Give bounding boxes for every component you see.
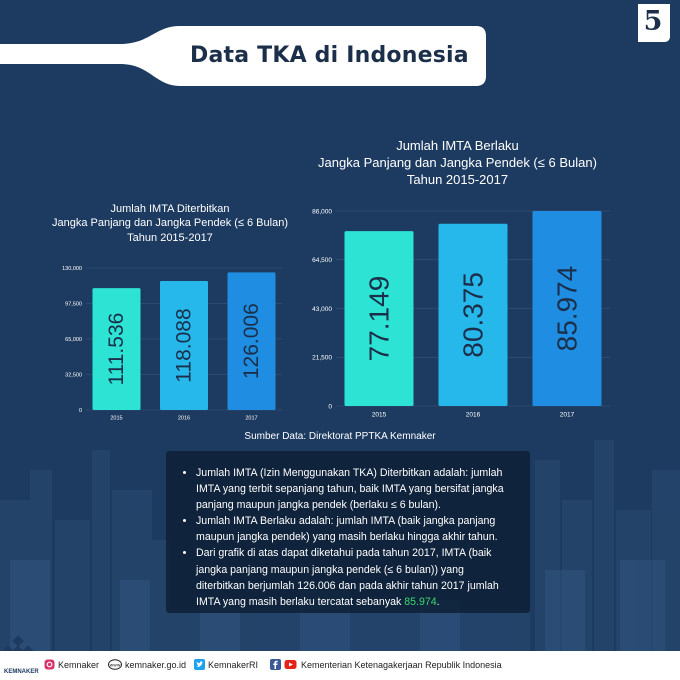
note-text-3: Dari grafik di atas dapat diketahui pada… bbox=[196, 547, 499, 608]
page-number: 5 bbox=[643, 6, 663, 37]
note-item-2: Jumlah IMTA Berlaku adalah: jumlah IMTA … bbox=[196, 513, 512, 545]
svg-text:www: www bbox=[109, 663, 120, 668]
footer-ministry-label: Kementerian Ketenagakerjaan Republik Ind… bbox=[301, 659, 502, 670]
left-chart-ytick-label-1: 32,500 bbox=[65, 372, 82, 378]
right-chart-category-label-2017: 2017 bbox=[560, 412, 575, 419]
notes-list: Jumlah IMTA (Izin Menggunakan TKA) Diter… bbox=[166, 451, 530, 610]
footer-bar: Kemnaker www kemnaker.go.id KemnakerRI K… bbox=[0, 651, 680, 680]
right-chart-category-label-2015: 2015 bbox=[372, 412, 387, 419]
footer-website[interactable]: www kemnaker.go.id bbox=[108, 659, 186, 670]
page-number-badge bbox=[638, 4, 670, 42]
twitter-icon bbox=[194, 659, 205, 670]
note-text-3-end: . bbox=[436, 595, 440, 608]
right-chart-ytick-label-3: 64,500 bbox=[312, 257, 332, 264]
left-chart-value-label-2017: 126.006 bbox=[240, 303, 263, 379]
left-chart-ytick-label-2: 65,000 bbox=[65, 337, 82, 343]
footer-website-label: kemnaker.go.id bbox=[125, 659, 187, 670]
note-text-2: Jumlah IMTA Berlaku adalah: jumlah IMTA … bbox=[196, 515, 498, 544]
left-chart-category-label-2015: 2015 bbox=[110, 416, 122, 422]
left-chart-ytick-label-4: 130,000 bbox=[62, 266, 82, 272]
instagram-icon bbox=[44, 659, 55, 670]
right-chart-ytick-label-0: 0 bbox=[328, 403, 332, 410]
right-chart-value-label-2017: 85.974 bbox=[552, 266, 583, 352]
right-chart-bar-2015 bbox=[344, 231, 414, 406]
left-chart-category-label-2017: 2017 bbox=[245, 416, 257, 422]
left-chart-bar-2015 bbox=[92, 288, 141, 410]
footer-logo-label: KEMNAKER bbox=[4, 669, 39, 675]
chart-left-title: Jumlah IMTA Diterbitkan Jangka Panjang d… bbox=[40, 202, 300, 245]
note-item-3: Dari grafik di atas dapat diketahui pada… bbox=[196, 545, 512, 609]
left-chart-ytick-label-0: 0 bbox=[79, 408, 82, 414]
left-chart-bar-2016 bbox=[160, 281, 208, 410]
title-banner bbox=[0, 26, 486, 86]
footer-instagram[interactable]: Kemnaker bbox=[44, 659, 99, 670]
youtube-icon bbox=[284, 660, 297, 669]
right-chart-value-label-2015: 77.149 bbox=[364, 276, 395, 362]
left-chart-bar-2017 bbox=[227, 272, 276, 410]
chart-left-title-line-1: Jumlah IMTA Diterbitkan bbox=[110, 203, 230, 215]
right-chart-value-label-2016: 80.375 bbox=[458, 272, 489, 358]
right-chart-ytick-label-4: 86,000 bbox=[312, 208, 332, 215]
chart-left-title-line-2: Jangka Panjang dan Jangka Pendek (≤ 6 Bu… bbox=[52, 217, 288, 230]
left-chart-value-label-2015: 111.536 bbox=[105, 313, 128, 386]
left-chart-category-label-2016: 2016 bbox=[178, 416, 190, 422]
bar-charts: 0 32,500 65,000 97,500 130,000 111.536 2015 118… bbox=[62, 208, 610, 422]
chart-left-title-line-3: Tahun 2015-2017 bbox=[127, 231, 213, 244]
chart-right-title: Jumlah IMTA Berlaku Jangka Panjang dan J… bbox=[300, 138, 615, 189]
left-chart-ytick-label-3: 97,500 bbox=[65, 301, 82, 307]
left-chart-value-label-2016: 118.088 bbox=[173, 308, 196, 382]
chart-right-title-line-1: Jumlah IMTA Berlaku bbox=[396, 138, 519, 153]
facebook-icon bbox=[270, 659, 281, 670]
note-text-1: Jumlah IMTA (Izin Menggunakan TKA) Diter… bbox=[196, 467, 504, 512]
right-chart-bar-2016 bbox=[438, 223, 508, 406]
chart-right-title-line-3: Tahun 2015-2017 bbox=[406, 171, 509, 187]
footer-twitter-label: KemnakerRI bbox=[208, 659, 259, 670]
note-highlight-value: 85.974 bbox=[404, 595, 437, 608]
footer-social[interactable]: Kementerian Ketenagakerjaan Republik Ind… bbox=[270, 659, 502, 670]
notes-box: Jumlah IMTA (Izin Menggunakan TKA) Diter… bbox=[166, 451, 530, 613]
note-item-1: Jumlah IMTA (Izin Menggunakan TKA) Diter… bbox=[196, 465, 512, 513]
globe-icon: www bbox=[108, 659, 122, 670]
chart-right-title-line-2: Jangka Panjang dan Jangka Pendek (≤ 6 Bu… bbox=[318, 154, 597, 170]
right-chart-ytick-label-2: 43,000 bbox=[312, 306, 332, 313]
source-note: Sumber Data: Direktorat PPTKA Kemnaker bbox=[244, 431, 436, 442]
right-chart-ytick-label-1: 21,500 bbox=[312, 355, 332, 362]
page-title: Data TKA di Indonesia bbox=[190, 43, 469, 68]
footer-twitter[interactable]: KemnakerRI bbox=[194, 659, 258, 670]
right-chart-category-label-2016: 2016 bbox=[466, 412, 481, 419]
footer-instagram-label: Kemnaker bbox=[58, 659, 100, 670]
right-chart-bar-2017 bbox=[532, 211, 602, 406]
